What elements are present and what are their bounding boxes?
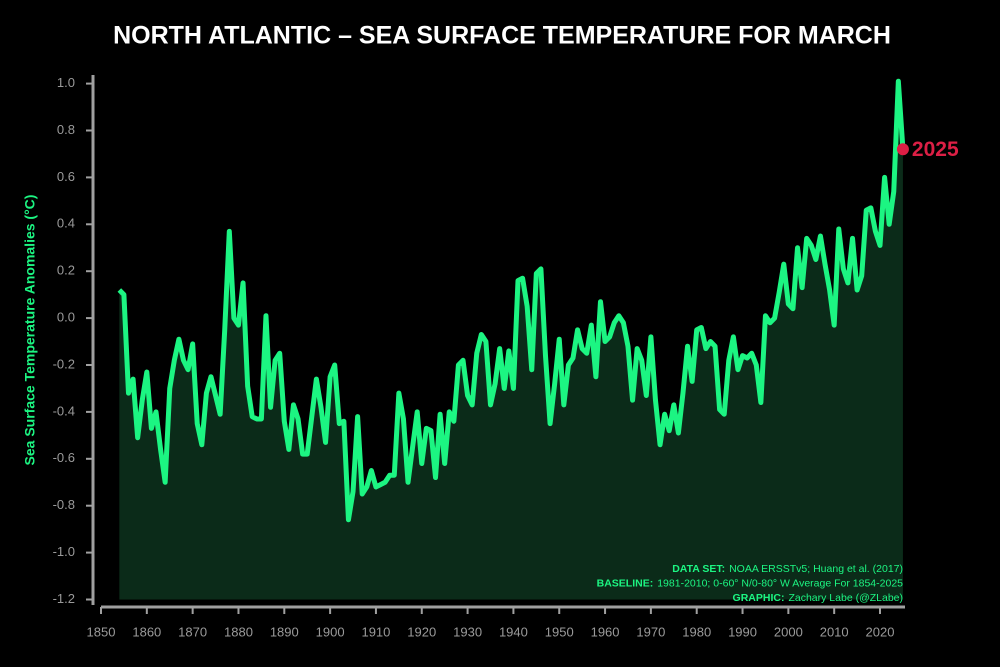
x-tick-label: 1860	[132, 624, 161, 639]
x-tick-label: 2020	[866, 624, 895, 639]
x-tick-label: 1900	[316, 624, 345, 639]
annotation-text: 1981-2010; 0-60° N/0-80° W Average For 1…	[657, 577, 903, 589]
x-tick-label: 1920	[407, 624, 436, 639]
x-tick-label: 1950	[545, 624, 574, 639]
annotation: DATA SET: NOAA ERSSTv5; Huang et al. (201…	[672, 563, 903, 575]
y-tick-label: -0.2	[53, 356, 75, 371]
x-tick-label: 1890	[270, 624, 299, 639]
x-tick-label: 1980	[682, 624, 711, 639]
area-fill	[119, 81, 903, 600]
y-tick-label: -0.8	[53, 497, 75, 512]
annotation: BASELINE: 1981-2010; 0-60° N/0-80° W Aver…	[597, 577, 904, 589]
x-tick-label: 1880	[224, 624, 253, 639]
y-tick-label: 1.0	[57, 75, 75, 90]
highlight-point	[896, 143, 909, 156]
x-tick-label: 1870	[178, 624, 207, 639]
annotation-label: GRAPHIC:	[733, 592, 785, 604]
y-tick-label: -1.0	[53, 544, 75, 559]
x-tick-label: 1940	[499, 624, 528, 639]
y-tick-label: -1.2	[53, 591, 75, 606]
annotation-label: BASELINE:	[597, 577, 654, 589]
y-tick-label: -0.6	[53, 450, 75, 465]
data-line	[117, 78, 906, 523]
annotation-text: NOAA ERSSTv5; Huang et al. (2017)	[729, 563, 903, 575]
x-tick-label: 2000	[774, 624, 803, 639]
x-tick-label: 1930	[453, 624, 482, 639]
y-tick-label: 0.2	[57, 263, 75, 278]
y-tick-label: 0.8	[57, 122, 75, 137]
y-tick-label: 0.0	[57, 310, 75, 325]
x-tick-label: 1850	[87, 624, 116, 639]
y-tick-label: 0.4	[57, 216, 75, 231]
annotation-label: DATA SET:	[672, 563, 725, 575]
annotation: GRAPHIC: Zachary Labe (@ZLabe)	[733, 592, 903, 604]
y-tick-label: 0.6	[57, 169, 75, 184]
annotation-text: Zachary Labe (@ZLabe)	[788, 592, 903, 604]
y-tick-label: -0.4	[53, 403, 75, 418]
x-tick-label: 1960	[591, 624, 620, 639]
highlight-label: 2025	[912, 138, 959, 161]
x-tick-label: 1970	[636, 624, 665, 639]
x-tick-label: 2010	[820, 624, 849, 639]
chart-title: NORTH ATLANTIC – SEA SURFACE TEMPERATURE…	[113, 22, 891, 50]
x-tick-label: 1990	[728, 624, 757, 639]
y-axis-label: Sea Surface Temperature Anomalies (°C)	[22, 195, 38, 466]
x-tick-label: 1910	[361, 624, 390, 639]
